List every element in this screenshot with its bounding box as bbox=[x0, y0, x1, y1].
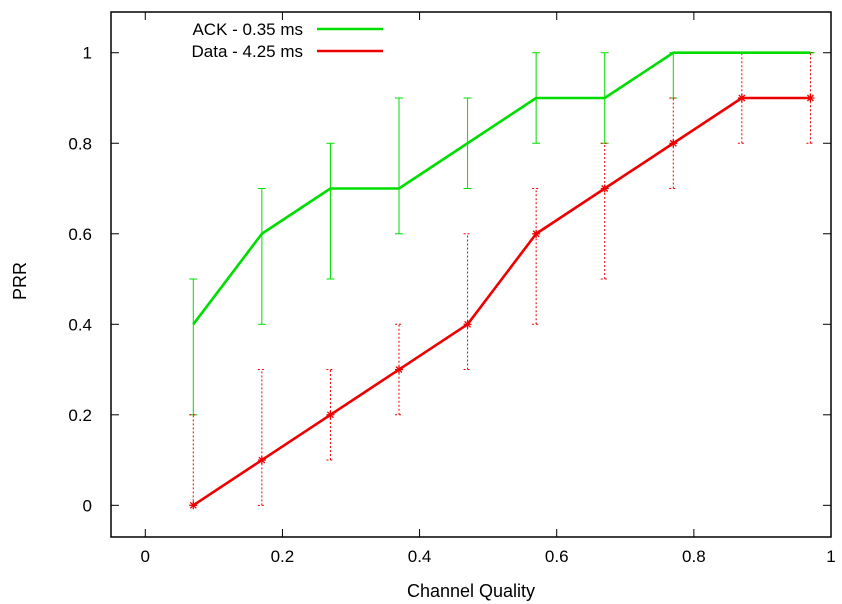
x-axis-title: Channel Quality bbox=[407, 581, 535, 601]
y-tick-label: 0.6 bbox=[68, 225, 92, 244]
y-tick-label: 0.8 bbox=[68, 134, 92, 153]
x-tick-label: 0.6 bbox=[545, 547, 569, 566]
marker-stroke bbox=[806, 94, 814, 102]
marker-stroke bbox=[738, 94, 746, 102]
x-tick-label: 0.8 bbox=[682, 547, 706, 566]
data-point-marker bbox=[806, 93, 815, 102]
marker-stroke bbox=[601, 185, 609, 192]
legend: ACK - 0.35 ms Data - 4.25 ms bbox=[192, 20, 383, 61]
series-line-ack bbox=[192, 51, 811, 326]
plot-frame bbox=[110, 11, 832, 538]
data-point-marker bbox=[463, 320, 472, 329]
marker-stroke bbox=[326, 411, 334, 419]
axis-tick-labels: 0 0.2 0.4 0.6 0.8 1 0 0.2 0.4 0.6 0.8 1 bbox=[68, 44, 835, 566]
y-axis-title: PRR bbox=[10, 262, 30, 300]
x-tick-label: 0.4 bbox=[408, 547, 432, 566]
data-point-marker bbox=[737, 93, 746, 102]
y-tick-label: 0 bbox=[83, 496, 92, 515]
data-point-marker bbox=[669, 139, 678, 148]
series-lines bbox=[192, 51, 811, 507]
data-point-marker bbox=[257, 456, 266, 465]
x-tick-label: 0.2 bbox=[271, 547, 295, 566]
data-point-marker bbox=[600, 184, 609, 193]
x-tick-label: 1 bbox=[826, 547, 835, 566]
marker-stroke bbox=[189, 501, 197, 509]
x-tick-label: 0 bbox=[141, 547, 150, 566]
data-point-marker bbox=[326, 410, 335, 419]
series-line-data bbox=[192, 96, 811, 507]
y-tick-label: 0.2 bbox=[68, 406, 92, 425]
data-point-marker bbox=[189, 501, 198, 510]
marker-stroke bbox=[532, 230, 540, 238]
axis-ticks bbox=[111, 12, 832, 537]
marker-stroke bbox=[669, 139, 677, 147]
marker-stroke bbox=[395, 366, 403, 374]
legend-label-ack: ACK - 0.35 ms bbox=[192, 20, 303, 39]
legend-label-data: Data - 4.25 ms bbox=[192, 42, 304, 61]
marker-stroke bbox=[464, 320, 472, 328]
marker-stroke bbox=[258, 456, 266, 464]
data-point-marker bbox=[532, 229, 541, 238]
y-tick-label: 0.4 bbox=[68, 315, 92, 334]
data-point-marker bbox=[395, 365, 403, 374]
series-markers bbox=[189, 93, 815, 510]
y-tick-label: 1 bbox=[83, 44, 92, 63]
